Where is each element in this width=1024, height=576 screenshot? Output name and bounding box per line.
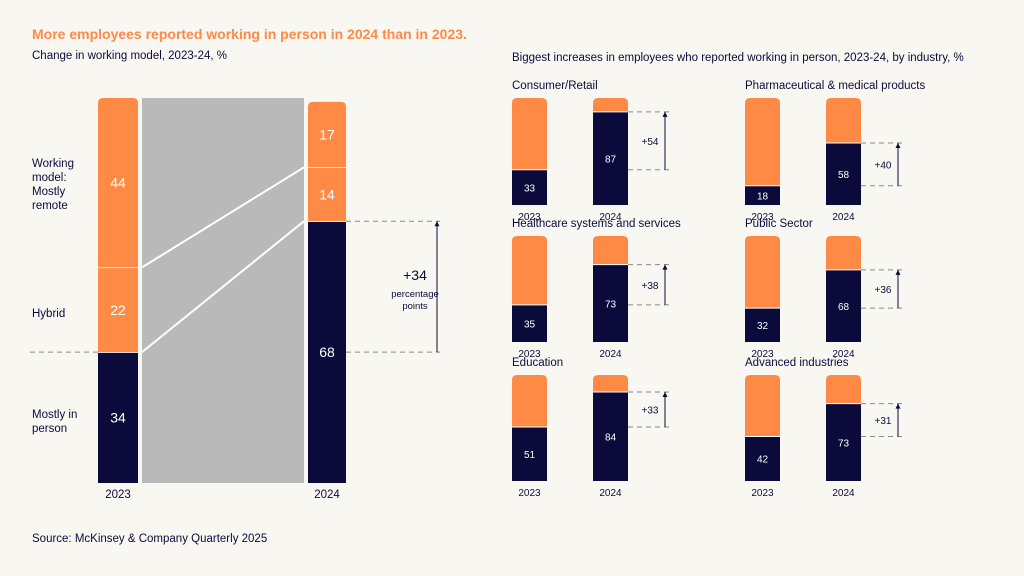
change-unit: points (402, 301, 428, 312)
change-arrow-head (662, 111, 668, 117)
year-label: 2023 (518, 212, 541, 223)
bar-value-label: 68 (838, 302, 850, 313)
change-label: +36 (875, 285, 892, 296)
year-label: 2024 (832, 212, 855, 223)
bar-segment (308, 167, 346, 222)
bar-segment (98, 352, 138, 483)
panel-title: Pharmaceutical & medical products (745, 80, 925, 92)
panel-title: Education (512, 357, 563, 369)
year-label: 2023 (105, 489, 131, 501)
change-arrow-head (895, 142, 901, 148)
panel-title: Consumer/Retail (512, 80, 598, 92)
bar-segment-in-person (826, 142, 861, 205)
change-arrow-head (895, 269, 901, 275)
change-arrow-head (662, 391, 668, 397)
bar-value-label: 34 (110, 410, 126, 426)
bar-value-label: 22 (110, 302, 126, 318)
chart-title: More employees reported working in perso… (32, 26, 467, 42)
series-label-in-person: Mostly in person (32, 409, 78, 435)
bar-value-label: 14 (319, 186, 335, 202)
change-label: +54 (642, 137, 659, 148)
flow-line (141, 220, 305, 353)
change-label: +33 (642, 405, 659, 416)
bar-value-label: 84 (605, 432, 617, 443)
year-label: 2024 (599, 349, 622, 360)
bar-segment-in-person (512, 169, 547, 205)
bar-segment-in-person (745, 308, 780, 342)
bar-value-label: 68 (319, 344, 335, 360)
year-label: 2023 (751, 212, 774, 223)
bar-value-label: 58 (838, 170, 850, 181)
bar-value-label: 18 (757, 191, 769, 202)
change-label: +40 (875, 160, 892, 171)
bar-segment (308, 221, 346, 483)
bar-segment-in-person (745, 436, 780, 481)
bar-segment-in-person (826, 269, 861, 342)
change-unit: percentage (391, 289, 439, 300)
source-note: Source: McKinsey & Company Quarterly 202… (32, 533, 268, 545)
bar-segment (308, 101, 346, 168)
series-label-hybrid: Hybrid (32, 308, 66, 320)
bar-value-label: 32 (757, 321, 769, 332)
change-arrow-head (895, 403, 901, 409)
bar-segment-in-person (593, 111, 628, 205)
flow-line (141, 166, 305, 269)
bar-value-label: 33 (524, 183, 536, 194)
bar-segment-in-person (512, 426, 547, 481)
panel-title: Healthcare systems and services (512, 218, 681, 230)
year-label: 2023 (751, 488, 774, 499)
bar-segment-in-person (512, 304, 547, 342)
bar-segment-in-person (745, 185, 780, 205)
bar-segment-remote (745, 98, 780, 205)
bar-segment-in-person (593, 264, 628, 342)
year-label: 2023 (518, 488, 541, 499)
left-chart-subtitle: Change in working model, 2023-24, % (32, 50, 227, 62)
change-arrow-head (662, 264, 668, 270)
bar-value-label: 42 (757, 455, 769, 466)
bar-segment (98, 267, 138, 353)
change-arrow-head (434, 221, 440, 227)
bar-value-label: 44 (110, 175, 126, 191)
year-label: 2024 (832, 488, 855, 499)
bar-value-label: 87 (605, 154, 617, 165)
series-label-remote: Working model: Mostly remote (32, 158, 74, 212)
bar-value-label: 73 (605, 299, 617, 310)
change-label: +38 (642, 281, 659, 292)
bar-segment-in-person (826, 403, 861, 481)
bar-value-label: 73 (838, 438, 850, 449)
flow-area (142, 98, 304, 483)
bar-segment-in-person (593, 391, 628, 481)
year-label: 2023 (751, 349, 774, 360)
right-chart-subtitle: Biggest increases in employees who repor… (512, 52, 964, 64)
change-value: +34 (403, 267, 427, 283)
year-label: 2024 (599, 488, 622, 499)
year-label: 2024 (832, 349, 855, 360)
year-label: 2023 (518, 349, 541, 360)
year-label: 2024 (599, 212, 622, 223)
bar-value-label: 51 (524, 450, 536, 461)
bar-segment (98, 98, 138, 268)
panel-title: Public Sector (745, 218, 813, 230)
bar-value-label: 35 (524, 319, 536, 330)
bar-value-label: 17 (319, 127, 335, 143)
year-label: 2024 (314, 489, 340, 501)
change-label: +31 (875, 416, 892, 427)
panel-title: Advanced industries (745, 357, 849, 369)
